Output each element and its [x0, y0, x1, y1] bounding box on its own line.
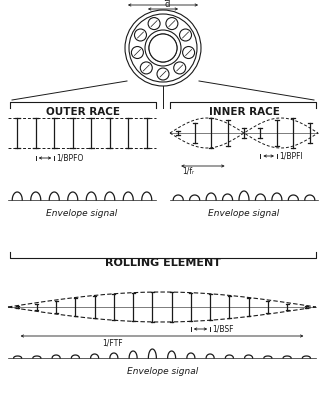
- Circle shape: [157, 68, 169, 80]
- Circle shape: [131, 47, 143, 58]
- Circle shape: [149, 34, 177, 62]
- Text: INNER RACE: INNER RACE: [209, 107, 279, 117]
- Text: 1/FTF: 1/FTF: [103, 338, 123, 347]
- Text: D: D: [164, 0, 170, 3]
- Circle shape: [140, 62, 152, 74]
- Text: 1/BSF: 1/BSF: [212, 324, 234, 333]
- Text: OUTER RACE: OUTER RACE: [46, 107, 120, 117]
- Text: 1/BPFO: 1/BPFO: [56, 153, 84, 162]
- Circle shape: [166, 18, 178, 29]
- Circle shape: [174, 62, 186, 74]
- Circle shape: [180, 29, 191, 41]
- Text: d: d: [164, 0, 170, 9]
- Text: Envelope signal: Envelope signal: [127, 368, 199, 377]
- Text: 1/BPFI: 1/BPFI: [279, 151, 303, 160]
- Circle shape: [183, 47, 195, 58]
- Text: ROLLING ELEMENT: ROLLING ELEMENT: [105, 258, 221, 268]
- Text: 1/fᵣ: 1/fᵣ: [182, 167, 194, 176]
- Text: Envelope signal: Envelope signal: [208, 209, 280, 219]
- Text: Envelope signal: Envelope signal: [46, 209, 118, 219]
- Circle shape: [135, 29, 146, 41]
- Circle shape: [148, 18, 160, 29]
